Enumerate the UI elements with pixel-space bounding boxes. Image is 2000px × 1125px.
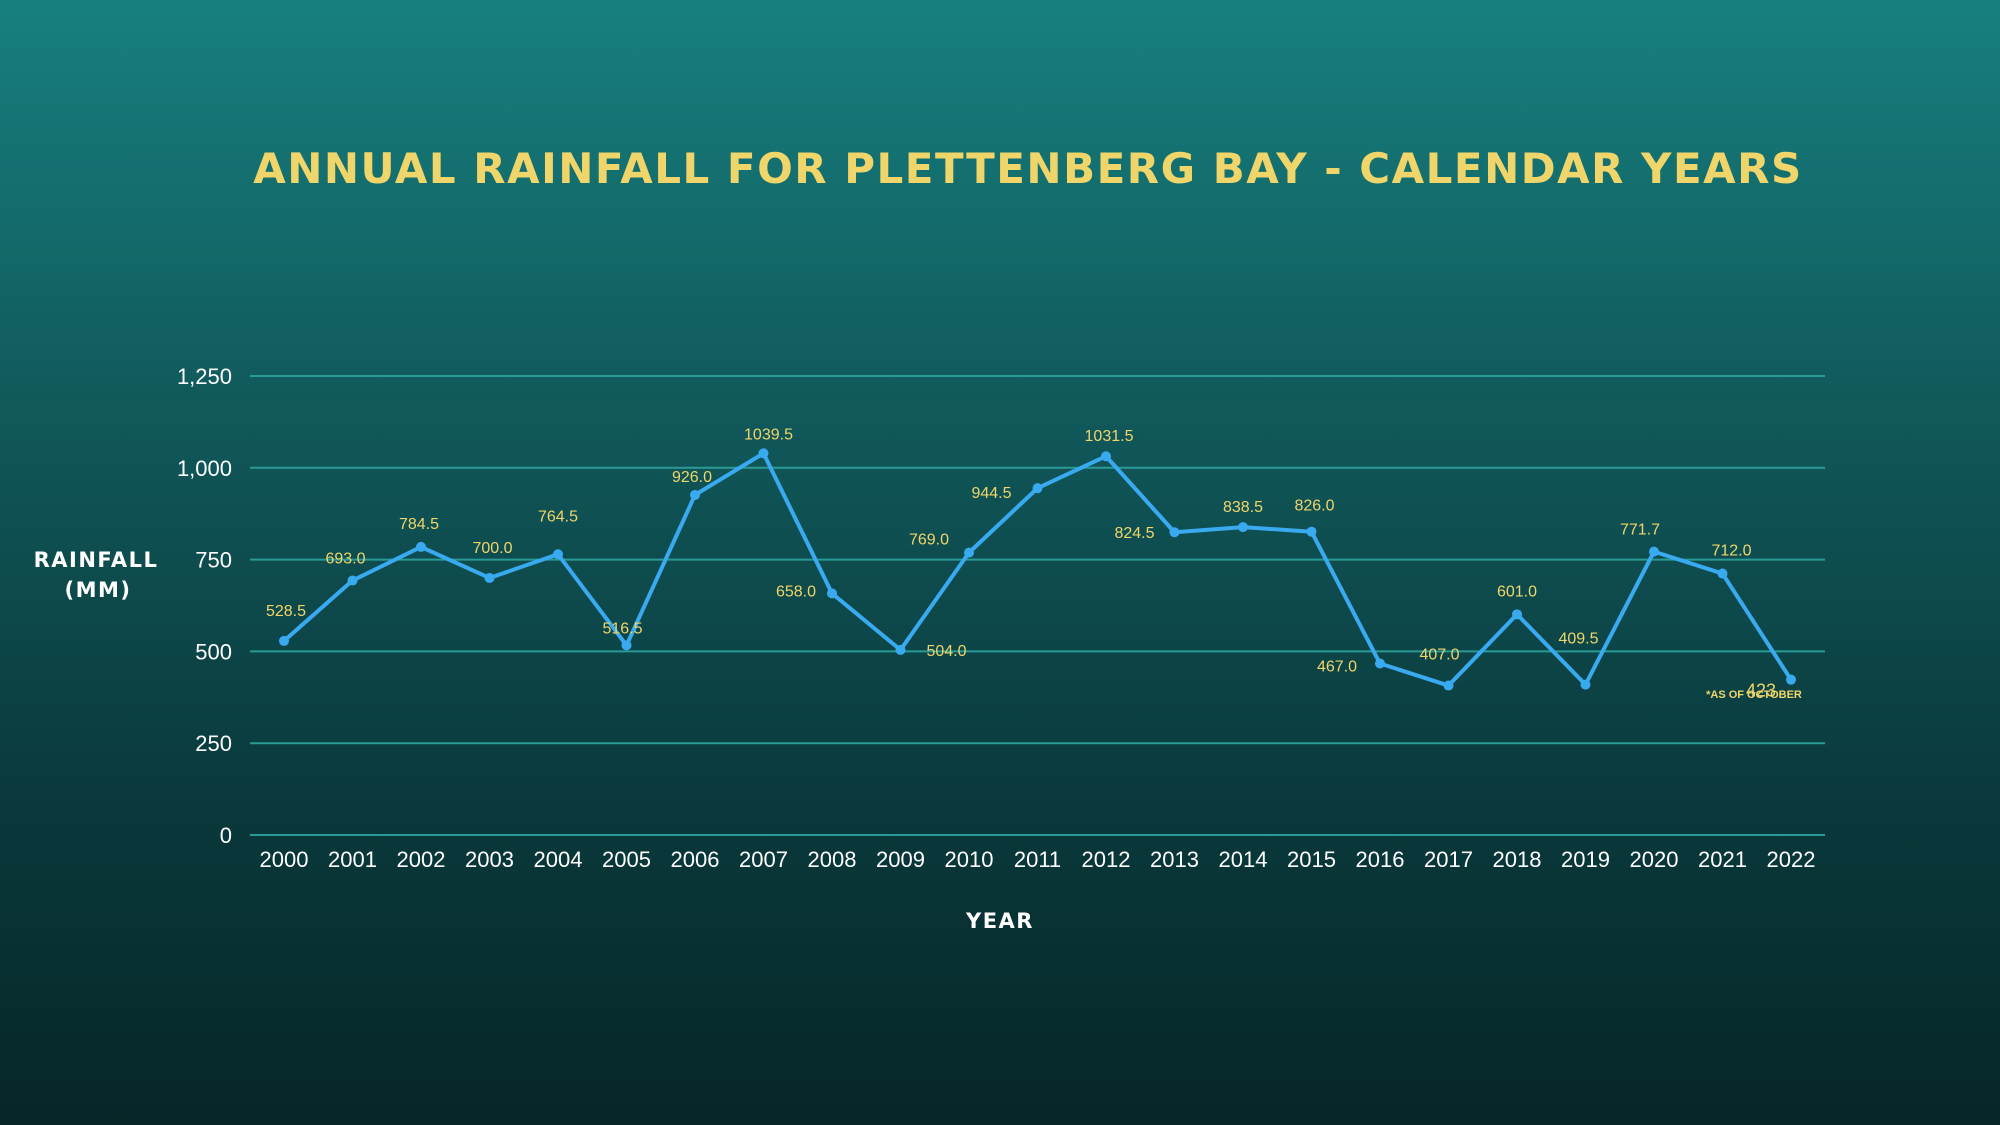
data-label: 1039.5	[744, 426, 793, 443]
x-tick-label: 2006	[671, 847, 720, 872]
data-label: 407.0	[1419, 647, 1459, 664]
x-tick-label: 2016	[1356, 847, 1405, 872]
chart-title: ANNUAL RAINFALL FOR PLETTENBERG BAY - CA…	[253, 144, 1803, 193]
data-point	[1169, 527, 1180, 538]
data-label: 504.0	[926, 643, 966, 660]
data-label: 467.0	[1317, 659, 1357, 676]
y-axis-title-line-1: RAINFALL	[34, 548, 159, 572]
data-point	[690, 489, 700, 500]
x-tick-label: 2003	[465, 847, 514, 872]
data-point	[1717, 568, 1728, 579]
data-point	[347, 575, 358, 586]
data-label: 926.0	[672, 469, 712, 486]
gridlines	[250, 375, 1825, 836]
data-point	[964, 547, 974, 558]
data-point	[1512, 609, 1522, 620]
x-tick-label: 2021	[1698, 847, 1747, 872]
x-tick-label: 2017	[1424, 847, 1473, 872]
data-point	[621, 640, 632, 651]
x-tick-label: 2014	[1219, 847, 1268, 872]
data-point	[1786, 674, 1796, 685]
data-label: 771.7	[1620, 522, 1660, 539]
data-label: 826.0	[1294, 498, 1334, 515]
x-axis-title: YEAR	[965, 909, 1034, 933]
data-label: 838.5	[1223, 499, 1263, 516]
data-label: 528.5	[266, 603, 306, 620]
data-point	[553, 549, 563, 560]
x-tick-label: 2010	[945, 847, 994, 872]
y-tick-label: 250	[195, 731, 232, 756]
rainfall-series	[279, 448, 1796, 691]
x-tick-label: 2019	[1561, 847, 1610, 872]
x-tick-label: 2013	[1150, 847, 1199, 872]
y-tick-label: 0	[220, 823, 232, 848]
data-label: 423	[1746, 681, 1776, 701]
data-point	[1238, 522, 1248, 533]
y-tick-label: 750	[195, 548, 232, 573]
x-tick-label: 2001	[328, 847, 377, 872]
x-tick-label: 2015	[1287, 847, 1336, 872]
data-point	[827, 588, 837, 599]
data-point	[1443, 680, 1454, 691]
data-label: 824.5	[1114, 525, 1154, 542]
data-label: 1031.5	[1085, 428, 1134, 445]
x-tick-label: 2000	[260, 847, 309, 872]
data-point	[1649, 546, 1659, 557]
y-tick-label: 1,000	[177, 456, 232, 481]
x-tick-label: 2018	[1493, 847, 1542, 872]
annotation-as-of-october: *AS OF OCTOBER	[1706, 689, 1802, 701]
data-label: 658.0	[776, 583, 816, 600]
y-axis-ticks: 0 250 500 750 1,000 1,250	[177, 364, 232, 848]
y-tick-label: 500	[195, 639, 232, 664]
data-point	[1101, 451, 1111, 462]
data-point	[1032, 483, 1043, 494]
x-tick-label: 2020	[1630, 847, 1679, 872]
x-tick-label: 2007	[739, 847, 788, 872]
x-tick-label: 2008	[808, 847, 857, 872]
data-label: 409.5	[1558, 631, 1598, 648]
x-tick-label: 2002	[397, 847, 446, 872]
data-label: 712.0	[1711, 543, 1751, 560]
x-tick-label: 2005	[602, 847, 651, 872]
data-point	[279, 635, 289, 646]
data-point	[416, 541, 426, 552]
data-label: 601.0	[1497, 583, 1537, 600]
data-point	[1306, 526, 1317, 537]
x-tick-label: 2011	[1014, 847, 1061, 872]
x-axis-ticks: 2000 2001 2002 2003 2004 2005 2006 2007 2008 2009…	[260, 847, 1816, 872]
data-point	[895, 644, 906, 655]
x-tick-label: 2009	[876, 847, 925, 872]
data-label: 769.0	[909, 532, 949, 549]
data-point	[1375, 658, 1385, 669]
data-labels: 528.5 693.0 784.5 700.0 764.5 516.5 926.0 1039.…	[266, 426, 1776, 700]
data-point	[1580, 679, 1591, 690]
data-label: 764.5	[538, 508, 578, 525]
data-label: 516.5	[602, 620, 642, 637]
y-tick-label: 1,250	[177, 364, 232, 389]
data-label: 944.5	[971, 485, 1011, 502]
y-axis-title-line-2: (MM)	[65, 578, 132, 602]
data-label: 693.0	[325, 551, 365, 568]
x-tick-label: 2004	[534, 847, 583, 872]
x-tick-label: 2022	[1767, 847, 1816, 872]
data-label: 784.5	[399, 516, 439, 533]
x-tick-label: 2012	[1082, 847, 1131, 872]
data-point	[484, 572, 495, 583]
data-point	[758, 448, 769, 459]
data-label: 700.0	[472, 540, 512, 557]
